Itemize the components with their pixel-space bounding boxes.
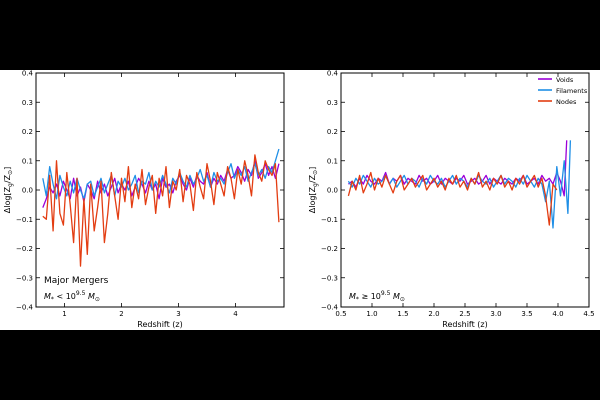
- x-tick-label: 3: [176, 310, 180, 318]
- series-line-filaments: [42, 148, 280, 200]
- y-tick-label: 0.0: [22, 187, 33, 195]
- right-axis-ticks: 0.5 1.0 1.5 2.0 2.5 3.0 3.5 4.0 4.5 −0.4 −0.3 −0.2 −…: [321, 70, 595, 319]
- y-tick-label: −0.1: [321, 216, 338, 224]
- y-tick-label: −0.3: [321, 274, 338, 282]
- right-mass-label: M* ≥ 109.5 M⊙: [349, 290, 405, 303]
- right-series-lines: [347, 140, 572, 229]
- y-tick-label: 0.3: [22, 99, 33, 107]
- x-tick-label: 1: [62, 310, 66, 318]
- series-line-nodes: [347, 171, 558, 226]
- y-tick-label: −0.2: [321, 245, 338, 253]
- x-tick-label: 0.5: [335, 310, 346, 318]
- left-annotation: Major Mergers: [44, 276, 109, 286]
- y-tick-label: 0.2: [327, 128, 338, 136]
- x-tick-label: 1.0: [366, 310, 377, 318]
- legend-label-voids: Voids: [556, 76, 574, 84]
- x-tick-label: 4: [233, 310, 238, 318]
- right-y-axis-label: Δlog[Zg/Z⊙]: [308, 167, 319, 213]
- left-series-lines: [42, 148, 280, 267]
- x-tick-label: 2.0: [428, 310, 439, 318]
- y-tick-label: −0.4: [16, 304, 34, 312]
- legend-label-filaments: Filaments: [556, 87, 588, 95]
- y-tick-label: −0.4: [321, 304, 339, 312]
- y-tick-label: 0.4: [327, 70, 339, 78]
- x-tick-label: 3.5: [521, 310, 532, 318]
- legend-label-nodes: Nodes: [556, 98, 577, 106]
- right-panel: 0.5 1.0 1.5 2.0 2.5 3.0 3.5 4.0 4.5 −0.4 −0.3 −0.2 −…: [308, 70, 595, 330]
- x-tick-label: 2.5: [459, 310, 470, 318]
- x-tick-label: 4.5: [583, 310, 594, 318]
- figure: 1 2 3 4 −0.4 −0.3 −0.2 −0.1 0.0 0.1 0.2 0.3 0.4 Majo…: [0, 70, 600, 330]
- y-tick-label: 0.1: [327, 157, 338, 165]
- x-tick-label: 4.0: [552, 310, 563, 318]
- legend: Voids Filaments Nodes: [538, 76, 588, 106]
- y-tick-label: 0.0: [327, 187, 338, 195]
- y-tick-label: −0.1: [16, 216, 33, 224]
- left-axis-ticks: 1 2 3 4 −0.4 −0.3 −0.2 −0.1 0.0 0.1 0.2 0.3 0.4: [16, 70, 284, 318]
- x-tick-label: 1.5: [397, 310, 408, 318]
- y-tick-label: 0.4: [22, 70, 34, 78]
- y-tick-label: 0.1: [22, 157, 33, 165]
- left-y-axis-label: Δlog[Zg/Z⊙]: [3, 167, 14, 213]
- y-tick-label: −0.2: [16, 245, 33, 253]
- x-tick-label: 3.0: [490, 310, 501, 318]
- y-tick-label: 0.2: [22, 128, 33, 136]
- figure-canvas: 1 2 3 4 −0.4 −0.3 −0.2 −0.1 0.0 0.1 0.2 0.3 0.4 Majo…: [3, 70, 595, 330]
- left-panel: 1 2 3 4 −0.4 −0.3 −0.2 −0.1 0.0 0.1 0.2 0.3 0.4 Majo…: [3, 70, 285, 329]
- y-tick-label: 0.3: [327, 99, 338, 107]
- x-tick-label: 2: [119, 310, 123, 318]
- y-tick-label: −0.3: [16, 274, 33, 282]
- right-x-axis-label: Redshift (z): [442, 320, 487, 329]
- right-plot-frame: [340, 72, 590, 308]
- series-line-nodes: [42, 154, 280, 267]
- left-mass-label: M* < 109.5 M⊙: [44, 290, 100, 303]
- left-x-axis-label: Redshift (z): [137, 320, 182, 329]
